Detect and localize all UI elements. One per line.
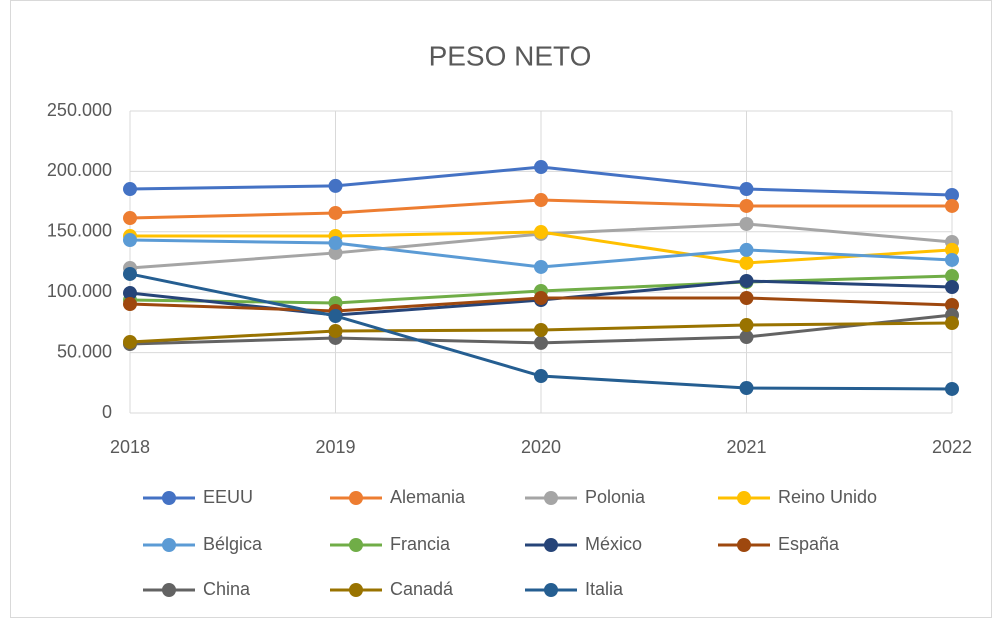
y-tick-label: 250.000 (47, 100, 112, 120)
series-marker (123, 286, 137, 301)
legend-marker (544, 583, 558, 597)
y-tick-label: 50.000 (57, 341, 112, 361)
y-tick-label: 0 (102, 402, 112, 422)
x-tick-label: 2019 (315, 437, 355, 457)
series-marker (945, 381, 959, 396)
x-tick-label: 2020 (521, 437, 561, 457)
series-marker (739, 273, 754, 288)
x-tick-label: 2022 (932, 437, 972, 457)
series-marker (945, 269, 959, 284)
legend-marker (349, 538, 363, 552)
legend-label: Bélgica (203, 534, 263, 554)
series-marker (123, 297, 137, 312)
series-marker (945, 242, 959, 257)
legend-label: Italia (585, 579, 624, 599)
legend-label: Canadá (390, 579, 454, 599)
legend-label: México (585, 534, 642, 554)
series-marker (328, 323, 343, 338)
x-tick-label: 2021 (726, 437, 766, 457)
series-marker (328, 245, 343, 260)
series-marker (328, 308, 343, 323)
series-marker (945, 280, 959, 295)
series-marker (328, 205, 343, 220)
series-marker (534, 160, 548, 175)
y-tick-label: 100.000 (47, 281, 112, 301)
series-marker (739, 255, 754, 270)
legend-marker (162, 491, 176, 505)
legend-marker (737, 538, 751, 552)
x-tick-label: 2018 (110, 437, 150, 457)
series-marker (739, 182, 754, 197)
legend-label: Reino Unido (778, 487, 877, 507)
series-marker (123, 182, 137, 197)
y-tick-label: 200.000 (47, 160, 112, 180)
series-marker (328, 236, 343, 251)
series-marker (328, 178, 343, 193)
legend-label: EEUU (203, 487, 253, 507)
legend-marker (544, 538, 558, 552)
legend-label: Polonia (585, 487, 646, 507)
legend-label: España (778, 534, 840, 554)
series-marker (534, 369, 548, 384)
legend-marker (737, 491, 751, 505)
series-marker (123, 233, 137, 248)
series-marker (739, 290, 754, 305)
legend-marker (349, 583, 363, 597)
series-marker (945, 298, 959, 313)
legend-label: China (203, 579, 251, 599)
series-marker (534, 290, 548, 305)
legend-marker (162, 583, 176, 597)
chart-title: PESO NETO (429, 40, 592, 71)
series-marker (945, 187, 959, 202)
series-marker (739, 380, 754, 395)
series-marker (534, 323, 548, 338)
series-marker (534, 193, 548, 208)
legend-marker (162, 538, 176, 552)
series-marker (945, 316, 959, 331)
chart-frame (10, 0, 992, 618)
legend-marker (349, 491, 363, 505)
series-marker (534, 259, 548, 274)
series-marker (123, 211, 137, 226)
series-marker (123, 266, 137, 281)
series-marker (123, 334, 137, 349)
y-tick-label: 150.000 (47, 221, 112, 241)
series-marker (945, 252, 959, 267)
series-marker (739, 330, 754, 345)
series-marker (739, 242, 754, 257)
series-marker (739, 198, 754, 213)
series-marker (945, 198, 959, 213)
legend-marker (544, 491, 558, 505)
legend-label: Alemania (390, 487, 466, 507)
series-marker (739, 318, 754, 333)
legend-label: Francia (390, 534, 451, 554)
series-marker (534, 225, 548, 240)
series-marker (534, 335, 548, 350)
series-marker (739, 216, 754, 231)
